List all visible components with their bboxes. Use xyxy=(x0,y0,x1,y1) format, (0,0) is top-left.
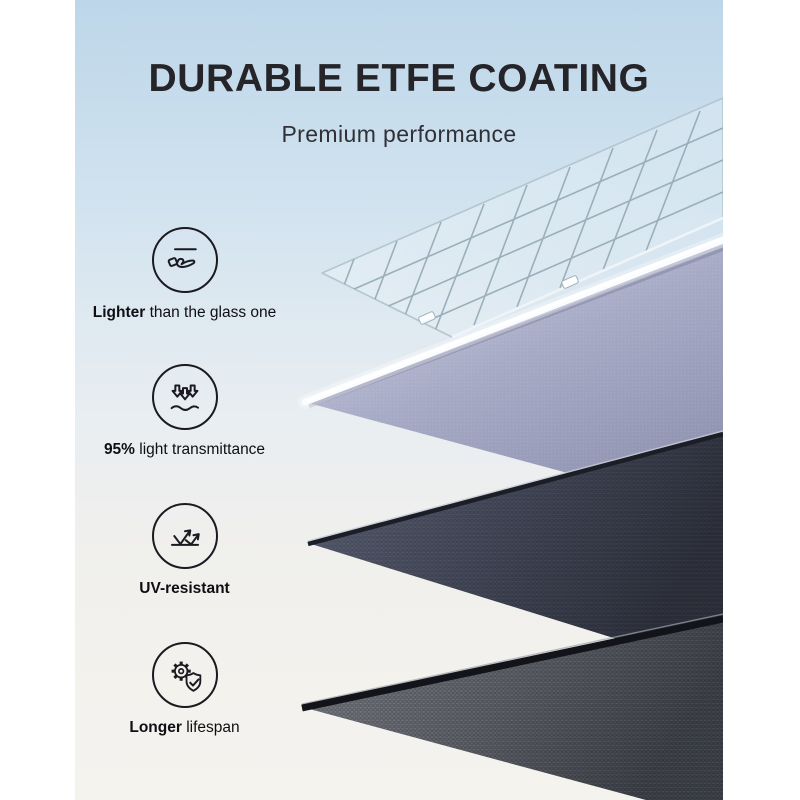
carbon-mesh-sheet-layer xyxy=(301,613,723,800)
feature-label: Lighter than the glass one xyxy=(92,304,277,321)
icon-circle xyxy=(151,227,218,293)
dark-navy-sheet-layer xyxy=(307,430,723,672)
feature-label: UV-resistant xyxy=(139,580,230,597)
icon-circle xyxy=(151,642,218,708)
icon-circle xyxy=(151,364,218,430)
etfe-layer-illustration xyxy=(298,97,723,800)
poster-content: DURABLE ETFE COATING Premium performance xyxy=(75,0,723,800)
lavender-sheet-layer xyxy=(298,233,723,515)
feature-uv-resistant: UV-resistant xyxy=(75,503,294,599)
gear-shield-check-icon xyxy=(171,661,201,692)
feature-lifespan: Longer lifespan xyxy=(75,642,294,738)
feature-label: Longer lifespan xyxy=(129,719,240,736)
light-transmittance-arrows-icon xyxy=(170,384,199,411)
film-cell-connectors xyxy=(418,275,579,325)
feature-list: Lighter than the glass one 95% light tra… xyxy=(75,0,294,800)
feature-lighter: Lighter than the glass one xyxy=(75,227,294,323)
transparent-etfe-grid-film-layer xyxy=(321,97,723,339)
page-title: DURABLE ETFE COATING xyxy=(148,57,650,100)
hand-lightweight-icon xyxy=(167,248,197,268)
icon-circle xyxy=(151,503,218,569)
uv-reflect-arrows-icon xyxy=(170,529,200,546)
feature-label: 95% light transmittance xyxy=(103,441,266,458)
page-subtitle: Premium performance xyxy=(281,121,517,147)
feature-transmittance: 95% light transmittance xyxy=(75,364,294,460)
